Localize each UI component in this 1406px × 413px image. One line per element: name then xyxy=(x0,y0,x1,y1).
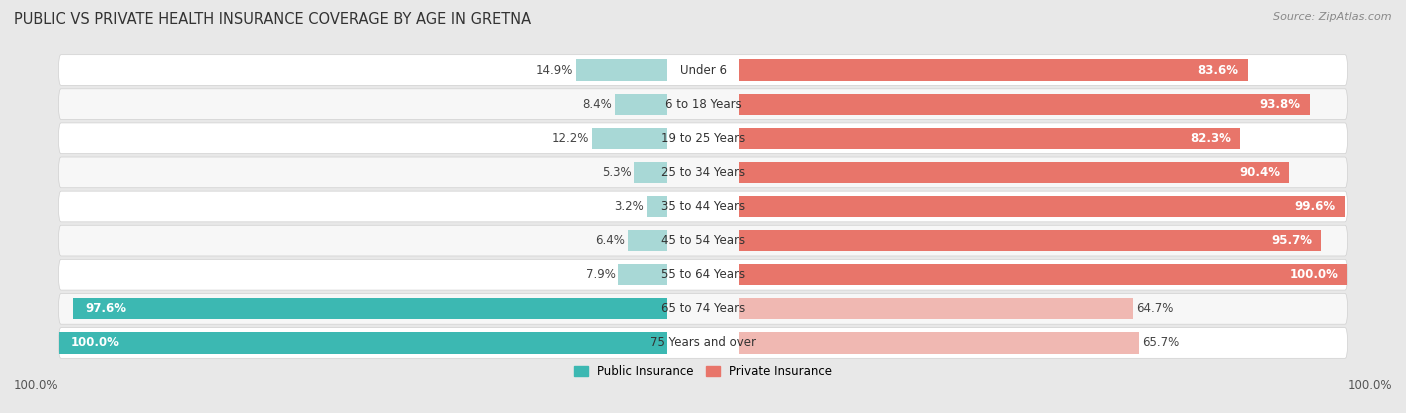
Text: 5.3%: 5.3% xyxy=(602,166,631,179)
Text: 19 to 25 Years: 19 to 25 Years xyxy=(661,132,745,145)
Text: 100.0%: 100.0% xyxy=(70,337,120,349)
Bar xyxy=(592,128,666,149)
Bar xyxy=(740,298,1133,319)
Text: 6.4%: 6.4% xyxy=(595,234,624,247)
Bar xyxy=(740,332,1139,354)
Bar xyxy=(740,94,1310,115)
FancyBboxPatch shape xyxy=(59,55,1347,85)
Text: 14.9%: 14.9% xyxy=(536,64,572,76)
FancyBboxPatch shape xyxy=(59,259,1347,290)
Text: 100.0%: 100.0% xyxy=(14,380,59,392)
Bar xyxy=(619,264,666,285)
Text: 7.9%: 7.9% xyxy=(585,268,616,281)
Text: 75 Years and over: 75 Years and over xyxy=(650,337,756,349)
Text: 83.6%: 83.6% xyxy=(1198,64,1239,76)
FancyBboxPatch shape xyxy=(59,328,1347,358)
Bar xyxy=(740,230,1322,251)
Text: 100.0%: 100.0% xyxy=(1289,268,1339,281)
Text: 95.7%: 95.7% xyxy=(1271,234,1312,247)
Bar xyxy=(616,94,666,115)
Bar xyxy=(740,162,1289,183)
Bar xyxy=(59,332,666,354)
Bar xyxy=(740,264,1347,285)
Text: 65 to 74 Years: 65 to 74 Years xyxy=(661,302,745,316)
Bar xyxy=(740,59,1247,81)
Text: 25 to 34 Years: 25 to 34 Years xyxy=(661,166,745,179)
FancyBboxPatch shape xyxy=(59,225,1347,256)
Bar xyxy=(740,128,1240,149)
Text: 99.6%: 99.6% xyxy=(1295,200,1336,213)
Text: 97.6%: 97.6% xyxy=(86,302,127,316)
Text: 35 to 44 Years: 35 to 44 Years xyxy=(661,200,745,213)
Legend: Public Insurance, Private Insurance: Public Insurance, Private Insurance xyxy=(569,360,837,383)
Text: Under 6: Under 6 xyxy=(679,64,727,76)
Text: 64.7%: 64.7% xyxy=(1136,302,1173,316)
FancyBboxPatch shape xyxy=(59,191,1347,222)
Text: 8.4%: 8.4% xyxy=(582,97,613,111)
FancyBboxPatch shape xyxy=(59,294,1347,324)
Text: 90.4%: 90.4% xyxy=(1239,166,1279,179)
Text: 93.8%: 93.8% xyxy=(1260,97,1301,111)
FancyBboxPatch shape xyxy=(59,89,1347,119)
Bar xyxy=(576,59,666,81)
Bar xyxy=(634,162,666,183)
Bar xyxy=(627,230,666,251)
Text: 45 to 54 Years: 45 to 54 Years xyxy=(661,234,745,247)
Text: PUBLIC VS PRIVATE HEALTH INSURANCE COVERAGE BY AGE IN GRETNA: PUBLIC VS PRIVATE HEALTH INSURANCE COVER… xyxy=(14,12,531,27)
Text: 82.3%: 82.3% xyxy=(1189,132,1230,145)
Bar xyxy=(73,298,666,319)
Text: 65.7%: 65.7% xyxy=(1142,337,1180,349)
FancyBboxPatch shape xyxy=(59,157,1347,188)
Text: 6 to 18 Years: 6 to 18 Years xyxy=(665,97,741,111)
Bar xyxy=(740,196,1346,217)
Text: 12.2%: 12.2% xyxy=(553,132,589,145)
Bar xyxy=(647,196,666,217)
FancyBboxPatch shape xyxy=(59,123,1347,154)
Text: 55 to 64 Years: 55 to 64 Years xyxy=(661,268,745,281)
Text: 3.2%: 3.2% xyxy=(614,200,644,213)
Text: Source: ZipAtlas.com: Source: ZipAtlas.com xyxy=(1274,12,1392,22)
Text: 100.0%: 100.0% xyxy=(1347,380,1392,392)
